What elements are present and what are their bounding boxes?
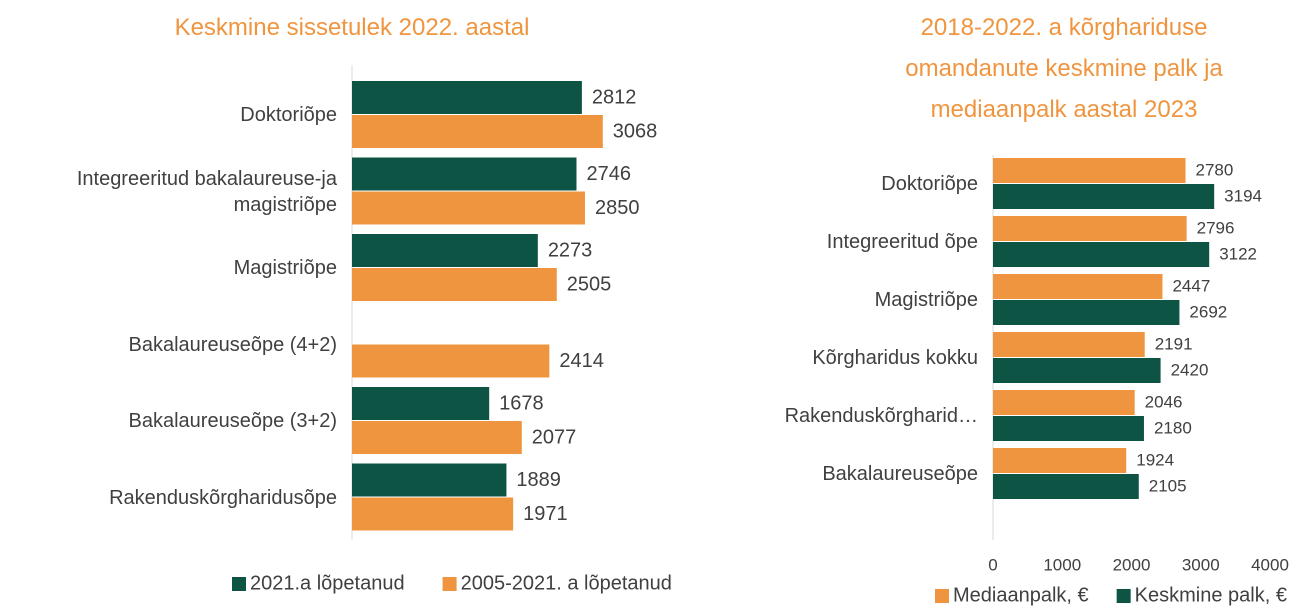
- value-label: 1678: [499, 392, 544, 414]
- bar: [993, 158, 1186, 183]
- y-tick-label: Doktoriõpe: [881, 173, 978, 195]
- bar: [352, 387, 490, 420]
- y-tick-label: Rakenduskõrgharidusõpe: [109, 486, 337, 509]
- y-tick-label: Magistriõpe: [874, 289, 978, 311]
- value-label: 2796: [1197, 218, 1235, 237]
- y-tick-label-box: Bakalaureuseõpe: [822, 463, 978, 485]
- y-tick-label-box: Kõrgharidus kokku: [812, 347, 978, 369]
- x-tick-label: 2000: [1113, 555, 1151, 574]
- y-tick-label: Bakalaureuseõpe: [822, 463, 978, 485]
- bar: [993, 390, 1135, 415]
- bar: [352, 81, 582, 114]
- bar: [993, 358, 1161, 383]
- y-tick-label: Integreeritud bakalaureuse-ja magistriõp…: [76, 167, 337, 216]
- value-label: 1924: [1136, 450, 1174, 469]
- bar: [352, 115, 603, 148]
- x-tick-label: 3000: [1182, 555, 1220, 574]
- value-label: 3122: [1219, 244, 1257, 263]
- bar: [993, 474, 1139, 499]
- value-label: 2046: [1145, 392, 1183, 411]
- y-tick-label: Integreeritud õpe: [826, 231, 978, 253]
- y-tick-label-box: Rakenduskõrgharidusõpe: [109, 486, 337, 509]
- value-label: 2077: [532, 426, 577, 448]
- value-label: 2180: [1154, 418, 1192, 437]
- legend-label: Keskmine palk, €: [1135, 584, 1287, 606]
- y-tick-label-box: Integreeritud bakalaureuse-ja magistriõp…: [76, 167, 337, 216]
- y-tick-label-box: Doktoriõpe: [240, 104, 337, 126]
- y-tick-label: Bakalaureuseõpe (4+2): [128, 333, 337, 356]
- x-tick-label: 4000: [1251, 555, 1289, 574]
- bar: [993, 416, 1144, 441]
- y-tick-label: Rakenduskõrgharid…: [784, 405, 978, 427]
- legend-label: 2021.a lõpetanud: [250, 572, 405, 594]
- legend-label: Mediaanpalk, €: [953, 584, 1089, 606]
- bar: [352, 344, 550, 378]
- chart-title-box: 2018-2022. a kõrghariduse omandanute kes…: [905, 14, 1223, 123]
- bar: [993, 274, 1163, 299]
- value-label: 2191: [1155, 334, 1193, 353]
- bar: [352, 191, 585, 225]
- bar: [352, 268, 557, 301]
- y-tick-label: Magistriõpe: [233, 257, 337, 279]
- bar: [352, 497, 514, 531]
- value-label: 3194: [1224, 186, 1262, 205]
- chart-title: Keskmine sissetulek 2022. aastal: [174, 14, 530, 41]
- bar: [993, 448, 1127, 473]
- legend-swatch: [1116, 589, 1131, 603]
- value-label: 1971: [523, 503, 568, 525]
- bar: [352, 157, 577, 191]
- chart-title: 2018-2022. a kõrghariduse omandanute kes…: [905, 14, 1223, 123]
- y-tick-label-box: Magistriõpe: [874, 289, 978, 311]
- legend-swatch: [935, 589, 949, 603]
- y-tick-label: Doktoriõpe: [240, 104, 337, 126]
- bar: [352, 234, 538, 267]
- y-tick-label-box: Rakenduskõrgharid…: [784, 405, 978, 427]
- value-label: 2812: [592, 86, 637, 108]
- y-tick-label-box: Doktoriõpe: [881, 173, 978, 195]
- value-label: 2420: [1171, 360, 1209, 379]
- y-tick-label: Kõrgharidus kokku: [812, 347, 978, 369]
- bar: [993, 332, 1145, 357]
- y-tick-label-box: Bakalaureuseõpe (3+2): [128, 410, 337, 432]
- value-label: 2273: [548, 239, 593, 261]
- bar: [993, 184, 1215, 209]
- chart-title-box: Keskmine sissetulek 2022. aastal: [174, 14, 530, 41]
- value-label: 2414: [559, 350, 604, 372]
- y-tick-label-box: Bakalaureuseõpe (4+2): [128, 333, 337, 356]
- bar: [993, 300, 1180, 325]
- value-label: 2850: [595, 197, 640, 219]
- legend-swatch: [442, 577, 457, 591]
- legend-swatch: [232, 577, 246, 591]
- value-label: 1889: [516, 469, 561, 491]
- x-tick-label: 0: [988, 555, 997, 574]
- value-label: 2447: [1172, 276, 1210, 295]
- y-tick-label: Bakalaureuseõpe (3+2): [128, 410, 337, 432]
- value-label: 2692: [1189, 302, 1227, 321]
- bar: [352, 463, 507, 497]
- y-tick-label-box: Integreeritud õpe: [826, 231, 978, 253]
- value-label: 2505: [567, 273, 612, 295]
- legend-label: 2005-2021. a lõpetanud: [461, 572, 672, 594]
- y-tick-label-box: Magistriõpe: [233, 257, 337, 279]
- bar: [352, 421, 522, 454]
- value-label: 2746: [586, 163, 631, 185]
- bar: [993, 216, 1187, 241]
- value-label: 2105: [1149, 476, 1187, 495]
- value-label: 2780: [1196, 160, 1234, 179]
- x-tick-label: 1000: [1043, 555, 1081, 574]
- value-label: 3068: [613, 120, 658, 142]
- bar: [993, 242, 1210, 267]
